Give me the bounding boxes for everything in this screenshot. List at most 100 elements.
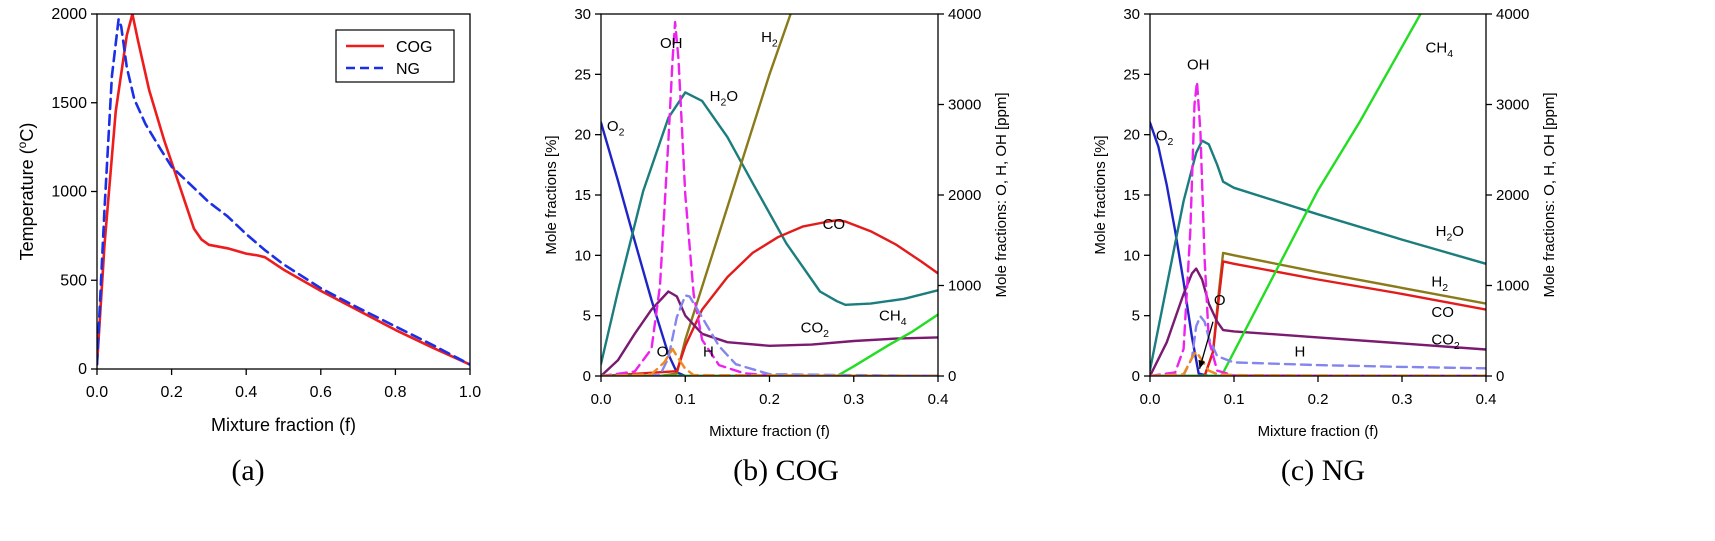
panel-caption: (b) COG <box>733 454 839 487</box>
x-tick-label: 0.1 <box>1224 391 1245 408</box>
species-label: CO <box>823 216 846 233</box>
species-label: CH4 <box>1426 40 1454 61</box>
chart-a: 0.0 0.2 0.4 0.6 0.8 1.0 0 500 1000 1500 2000 Mixtur… <box>15 6 481 487</box>
species-label: O2 <box>1156 128 1174 149</box>
y-tick-label: 15 <box>574 187 591 204</box>
y-right-axis-label: Mole fractions: O, H, OH [ppm] <box>993 92 1010 297</box>
series-line-ng <box>97 17 470 366</box>
y-tick-label: 0 <box>1132 368 1140 385</box>
series-line-co2 <box>1150 267 1486 376</box>
y-tick-label: 25 <box>574 66 591 83</box>
species-label: O <box>657 344 669 361</box>
y-tick-label: 10 <box>1123 247 1140 264</box>
y-right-axis-label: Mole fractions: O, H, OH [ppm] <box>1541 92 1558 297</box>
species-label: CO2 <box>1431 332 1460 353</box>
y-right-tick-label: 1000 <box>1496 278 1529 295</box>
species-label: O2 <box>607 118 625 139</box>
x-tick-label: 0.0 <box>86 384 108 401</box>
x-tick-label: 0.3 <box>1392 391 1413 408</box>
y-right-tick-label: 2000 <box>1496 187 1529 204</box>
x-tick-label: 0.0 <box>1140 391 1161 408</box>
x-axis-label: Mixture fraction (f) <box>211 415 356 435</box>
series-line-h2o <box>1150 139 1486 372</box>
species-label: CO2 <box>801 320 830 341</box>
x-tick-label: 0.0 <box>591 391 612 408</box>
x-tick-label: 0.6 <box>310 384 332 401</box>
y-tick-label: 25 <box>1123 66 1140 83</box>
species-label: H2 <box>761 29 778 50</box>
series-line-h <box>601 294 938 376</box>
y-tick-label: 30 <box>1123 6 1140 23</box>
y-tick-label: 1500 <box>51 95 87 112</box>
x-tick-label: 1.0 <box>459 384 481 401</box>
y-right-tick-label: 3000 <box>948 97 981 114</box>
y-right-tick-label: 0 <box>948 368 956 385</box>
y-axis-label: Temperature (oC) <box>15 123 37 261</box>
x-tick-label: 0.4 <box>1476 391 1497 408</box>
y-tick-label: 30 <box>574 6 591 23</box>
species-label: O <box>1214 292 1226 309</box>
species-label: H <box>703 344 714 361</box>
series-line-cog <box>97 14 470 366</box>
y-right-tick-label: 2000 <box>948 187 981 204</box>
y-tick-label: 15 <box>1123 187 1140 204</box>
series-line-ch4 <box>601 313 938 376</box>
y-right-tick-label: 0 <box>1496 368 1504 385</box>
species-label: H2O <box>710 88 738 109</box>
legend-label-cog: COG <box>396 39 432 56</box>
x-tick-label: 0.1 <box>675 391 696 408</box>
legend-box <box>335 29 455 83</box>
chart-c: 0.0 0.1 0.2 0.3 0.4 0 5 10 15 20 25 30 0 1000 2000 3000… <box>1092 6 1558 487</box>
species-label: H2 <box>1431 274 1448 295</box>
series-line-ch4 <box>1150 14 1422 376</box>
series-group <box>1150 14 1486 376</box>
x-axis-label: Mixture fraction (f) <box>709 423 830 440</box>
y-tick-label: 5 <box>583 308 591 325</box>
series-line-h2o <box>601 91 938 366</box>
panel-caption: (c) NG <box>1281 454 1365 487</box>
y-tick-label: 5 <box>1132 308 1140 325</box>
y-axis-label: Mole fractions [%] <box>543 135 560 254</box>
y-right-tick-label: 4000 <box>1496 6 1529 23</box>
series-group <box>601 14 938 376</box>
y-tick-label: 10 <box>574 247 591 264</box>
series-line-o <box>601 347 938 376</box>
species-label: CH4 <box>879 307 907 328</box>
x-tick-label: 0.2 <box>160 384 182 401</box>
series-line-o <box>1150 350 1486 376</box>
y-axis-label: Mole fractions [%] <box>1092 135 1109 254</box>
x-axis-label: Mixture fraction (f) <box>1258 423 1379 440</box>
series-line-oh <box>1150 80 1486 376</box>
series-line-oh <box>601 20 938 376</box>
x-tick-label: 0.2 <box>1308 391 1329 408</box>
legend: COG NG <box>335 29 455 83</box>
species-label: H2O <box>1436 223 1464 244</box>
y-tick-label: 2000 <box>51 6 87 23</box>
y-tick-label: 500 <box>60 272 87 289</box>
annotation-arrow-head <box>1198 359 1206 369</box>
species-label: OH <box>1187 57 1210 74</box>
legend-label-ng: NG <box>396 61 420 78</box>
x-tick-label: 0.8 <box>384 384 406 401</box>
y-right-tick-label: 1000 <box>948 278 981 295</box>
species-label: CO <box>1431 304 1454 321</box>
x-tick-label: 0.3 <box>843 391 864 408</box>
panel-caption: (a) <box>231 454 264 487</box>
series-line-h2 <box>601 14 792 376</box>
species-label: H <box>1294 344 1305 361</box>
series-group <box>97 14 470 366</box>
series-line-co2 <box>601 290 938 376</box>
series-line-co <box>601 219 938 376</box>
y-tick-label: 0 <box>583 368 591 385</box>
x-tick-label: 0.4 <box>928 391 949 408</box>
species-label: OH <box>660 35 683 52</box>
y-tick-label: 1000 <box>51 184 87 201</box>
chart-b: 0.0 0.1 0.2 0.3 0.4 0 5 10 15 20 25 30 0 1000 2000 3000… <box>543 6 1010 487</box>
y-right-tick-label: 4000 <box>948 6 981 23</box>
y-tick-label: 20 <box>574 127 591 144</box>
y-right-tick-label: 3000 <box>1496 97 1529 114</box>
y-tick-label: 20 <box>1123 127 1140 144</box>
y-tick-label: 0 <box>78 361 87 378</box>
